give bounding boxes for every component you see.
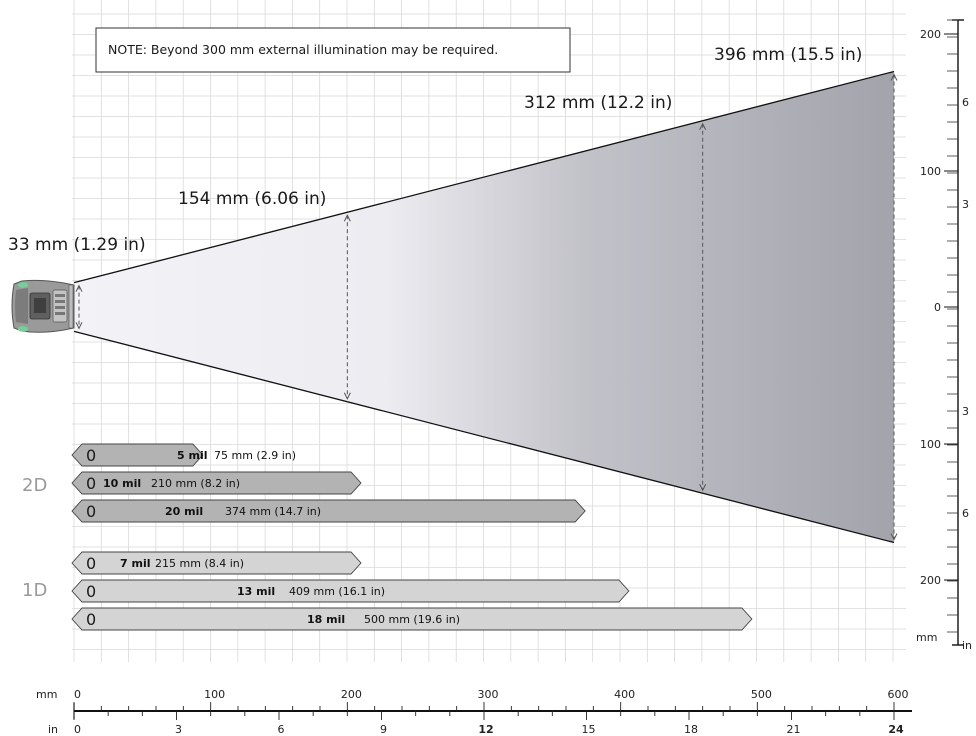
range-bar-size: 5 mil xyxy=(177,449,208,462)
range-bar: 0 18 mil 500 mm (19.6 in) xyxy=(71,607,753,631)
range-bar: 0 5 mil 75 mm (2.9 in) xyxy=(71,443,296,467)
range-bar-range: 75 mm (2.9 in) xyxy=(214,449,296,462)
range-bar-size: 10 mil xyxy=(103,477,141,490)
range-bar-start: 0 xyxy=(86,610,96,629)
range-bar-shape xyxy=(71,607,753,631)
width-label: 396 mm (15.5 in) xyxy=(714,45,862,65)
range-bar-start: 0 xyxy=(86,554,96,573)
bottom-axis-mm-label: 0 xyxy=(74,688,81,701)
bottom-axis-in-label: 15 xyxy=(582,723,596,736)
group-label-1d: 1D xyxy=(22,580,47,601)
right-axis-mm-label: 200 xyxy=(920,28,941,41)
cone-bottom-edge xyxy=(73,330,895,544)
bottom-axis-in-label: 24 xyxy=(888,723,904,736)
range-bar-range: 215 mm (8.4 in) xyxy=(155,557,244,570)
bottom-axis-mm-label: 100 xyxy=(204,688,225,701)
range-bar: 0 10 mil 210 mm (8.2 in) xyxy=(71,471,362,495)
cone-top-edge xyxy=(73,70,895,284)
bottom-axis-mm-label: 500 xyxy=(751,688,772,701)
arrow-head-up xyxy=(699,122,707,130)
range-bar-size: 13 mil xyxy=(237,585,275,598)
range-bar: 0 20 mil 374 mm (14.7 in) xyxy=(71,499,586,523)
range-bar-start: 0 xyxy=(86,474,96,493)
range-bar-start: 0 xyxy=(86,582,96,601)
bottom-axis-in-label: 9 xyxy=(380,723,387,736)
right-axis-in-unit: in xyxy=(962,639,972,652)
bottom-axis-in-unit: in xyxy=(48,723,58,736)
right-axis-mm-label: 200 xyxy=(920,574,941,587)
right-axis-in-label: 6 xyxy=(962,507,969,520)
range-bar-size: 7 mil xyxy=(120,557,151,570)
right-axis-in-label: 6 xyxy=(962,96,969,109)
right-axis-in-label: 3 xyxy=(962,405,969,418)
arrow-head-up xyxy=(75,284,83,292)
right-axis-mm-label: 100 xyxy=(920,438,941,451)
range-bar-shape xyxy=(71,443,204,467)
scanner-icon xyxy=(11,279,75,333)
range-bar-range: 409 mm (16.1 in) xyxy=(289,585,385,598)
width-arrows xyxy=(75,73,898,541)
note-box: NOTE: Beyond 300 mm external illuminatio… xyxy=(95,27,571,73)
range-bar-size: 18 mil xyxy=(307,613,345,626)
bottom-axis-mm-unit: mm xyxy=(36,688,57,701)
bottom-axis-in-label: 21 xyxy=(787,723,801,736)
arrow-head-down xyxy=(343,392,351,400)
range-bar-start: 0 xyxy=(86,502,96,521)
range-bar: 0 7 mil 215 mm (8.4 in) xyxy=(71,551,362,575)
range-bar-shape xyxy=(71,499,586,523)
width-label: 312 mm (12.2 in) xyxy=(524,93,672,113)
range-bar: 0 13 mil 409 mm (16.1 in) xyxy=(71,579,630,603)
bottom-axis-in-label: 18 xyxy=(684,723,698,736)
range-bar-shape xyxy=(71,551,362,575)
arrow-head-up xyxy=(890,73,898,81)
arrow-head-up xyxy=(343,214,351,222)
group-label-2d: 2D xyxy=(22,475,47,496)
arrow-head-down xyxy=(890,533,898,541)
bottom-axis-mm-label: 300 xyxy=(478,688,499,701)
bottom-axis-in-label: 3 xyxy=(175,723,182,736)
range-bars: 0 5 mil 75 mm (2.9 in) 0 10 mil 210 mm (8.2 i… xyxy=(71,443,753,631)
width-label: 33 mm (1.29 in) xyxy=(8,235,146,255)
right-axis: 200 100 0 100 200 6 3 3 6 mm in xyxy=(916,19,972,652)
bottom-axis-mm-label: 200 xyxy=(341,688,362,701)
scan-cone-area xyxy=(74,71,894,543)
bottom-axis-in-label: 6 xyxy=(278,723,285,736)
range-bar-range: 374 mm (14.7 in) xyxy=(225,505,321,518)
bottom-axis-in-label: 12 xyxy=(478,723,493,736)
range-bar-shape xyxy=(71,579,630,603)
range-bar-size: 20 mil xyxy=(165,505,203,518)
bottom-axis: 0 100 200 300 400 500 600 0 3 6 9 12 15 18 21 24 mm in xyxy=(36,688,912,736)
bottom-axis-in-label: 0 xyxy=(74,723,81,736)
range-bar-shape xyxy=(71,471,362,495)
right-axis-in-label: 3 xyxy=(962,198,969,211)
right-axis-mm-label: 100 xyxy=(920,165,941,178)
arrow-head-down xyxy=(699,484,707,492)
range-bar-range: 210 mm (8.2 in) xyxy=(151,477,240,490)
bottom-axis-mm-label: 600 xyxy=(888,688,909,701)
width-labels: 33 mm (1.29 in) 154 mm (6.06 in) 312 mm (1… xyxy=(8,45,862,255)
width-label: 154 mm (6.06 in) xyxy=(178,189,326,209)
field-of-view-cone xyxy=(73,70,895,544)
right-axis-mm-label: 0 xyxy=(934,301,941,314)
bottom-axis-mm-label: 400 xyxy=(614,688,635,701)
right-axis-mm-unit: mm xyxy=(916,631,937,644)
note-text: NOTE: Beyond 300 mm external illuminatio… xyxy=(108,42,498,57)
arrow-head-down xyxy=(75,322,83,330)
range-bar-range: 500 mm (19.6 in) xyxy=(364,613,460,626)
range-bar-start: 0 xyxy=(86,446,96,465)
